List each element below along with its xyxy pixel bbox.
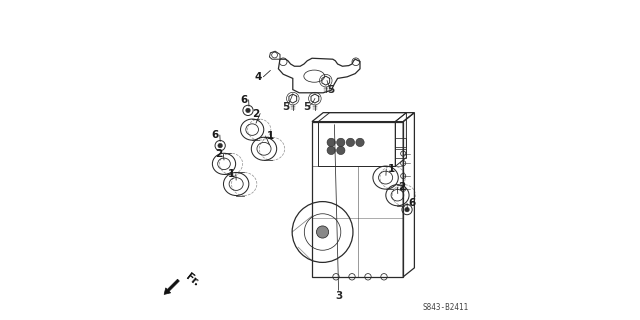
Circle shape <box>356 138 364 147</box>
Circle shape <box>327 138 335 147</box>
Circle shape <box>337 146 345 155</box>
Text: 3: 3 <box>335 291 342 301</box>
Text: Fr.: Fr. <box>184 272 201 288</box>
Text: 4: 4 <box>255 72 262 82</box>
Text: 1: 1 <box>387 164 395 174</box>
Circle shape <box>317 226 329 238</box>
Circle shape <box>246 108 250 113</box>
Text: 2: 2 <box>399 182 406 192</box>
Circle shape <box>327 146 335 155</box>
Text: 5: 5 <box>282 102 289 112</box>
Text: 2: 2 <box>252 108 259 119</box>
Text: 5: 5 <box>328 84 335 95</box>
Text: 5: 5 <box>303 102 311 112</box>
Text: 6: 6 <box>211 130 219 140</box>
Circle shape <box>337 138 345 147</box>
Text: 1: 1 <box>227 169 235 180</box>
FancyArrow shape <box>164 279 179 294</box>
Circle shape <box>218 143 223 148</box>
Text: 6: 6 <box>240 95 248 105</box>
Text: 6: 6 <box>408 198 415 208</box>
Circle shape <box>404 207 410 212</box>
Circle shape <box>346 138 355 147</box>
Text: 2: 2 <box>215 149 222 159</box>
Text: S843-B2411: S843-B2411 <box>422 303 468 312</box>
Text: 1: 1 <box>267 131 274 141</box>
